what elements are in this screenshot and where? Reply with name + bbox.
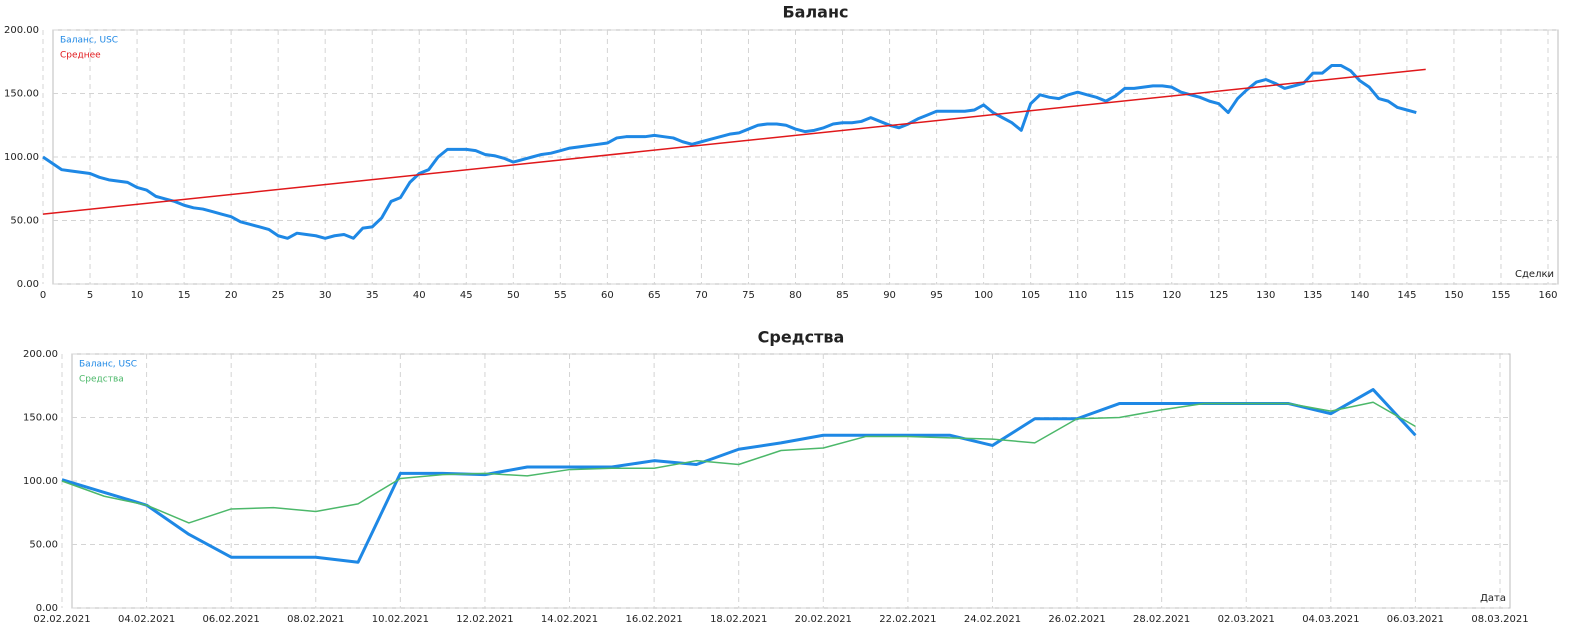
- x-tick-label: 20.02.2021: [795, 614, 852, 625]
- x-tick-label: 26.02.2021: [1048, 614, 1105, 625]
- y-tick-label: 200.00: [23, 349, 58, 360]
- x-tick-label: 45: [460, 290, 473, 301]
- x-tick-label: 04.02.2021: [118, 614, 175, 625]
- x-tick-label: 145: [1397, 290, 1416, 301]
- x-tick-label: 02.02.2021: [33, 614, 90, 625]
- y-tick-label: 50.00: [10, 216, 39, 227]
- x-tick-label: 14.02.2021: [541, 614, 598, 625]
- x-tick-label: 90: [883, 290, 896, 301]
- x-tick-label: 0: [40, 290, 46, 301]
- x-tick-label: 80: [789, 290, 802, 301]
- x-tick-label: 08.02.2021: [287, 614, 344, 625]
- x-tick-label: 50: [507, 290, 520, 301]
- x-tick-label: 155: [1491, 290, 1510, 301]
- plot-frame: [71, 353, 1511, 609]
- x-tick-label: 12.02.2021: [456, 614, 513, 625]
- series-line: [42, 68, 1426, 215]
- x-tick-label: 06.02.2021: [203, 614, 260, 625]
- y-tick-label: 100.00: [23, 476, 58, 487]
- x-tick-label: 25: [272, 290, 285, 301]
- y-tick-label: 0.00: [36, 603, 58, 614]
- x-tick-label: 04.03.2021: [1302, 614, 1359, 625]
- x-tick-label: 55: [554, 290, 567, 301]
- x-tick-label: 125: [1209, 290, 1228, 301]
- series-line: [61, 401, 1416, 524]
- y-tick-label: 150.00: [23, 413, 58, 424]
- x-tick-label: 150: [1444, 290, 1463, 301]
- x-tick-label: 22.02.2021: [879, 614, 936, 625]
- x-axis-label: Сделки: [1515, 269, 1554, 280]
- x-tick-label: 115: [1115, 290, 1134, 301]
- chart-title: Средства: [758, 328, 845, 347]
- x-tick-label: 08.03.2021: [1471, 614, 1528, 625]
- x-tick-label: 35: [366, 290, 379, 301]
- x-tick-label: 140: [1350, 290, 1369, 301]
- x-tick-label: 16.02.2021: [625, 614, 682, 625]
- y-tick-label: 150.00: [4, 89, 39, 100]
- legend-entry: Баланс, USC: [60, 36, 118, 46]
- x-tick-label: 5: [87, 290, 93, 301]
- x-tick-label: 75: [742, 290, 755, 301]
- x-tick-label: 105: [1021, 290, 1040, 301]
- x-tick-label: 18.02.2021: [710, 614, 767, 625]
- x-tick-label: 135: [1303, 290, 1322, 301]
- x-tick-label: 28.02.2021: [1133, 614, 1190, 625]
- y-tick-label: 50.00: [29, 540, 58, 551]
- x-tick-label: 160: [1538, 290, 1557, 301]
- x-axis-label: Дата: [1480, 593, 1506, 604]
- legend-entry: Среднее: [60, 51, 101, 61]
- x-tick-label: 40: [413, 290, 426, 301]
- x-tick-label: 15: [178, 290, 191, 301]
- x-tick-label: 65: [648, 290, 661, 301]
- x-tick-label: 70: [695, 290, 708, 301]
- x-tick-label: 06.03.2021: [1387, 614, 1444, 625]
- legend-entry: Средства: [79, 375, 124, 385]
- x-tick-label: 110: [1068, 290, 1087, 301]
- x-tick-label: 24.02.2021: [964, 614, 1021, 625]
- x-tick-label: 95: [930, 290, 943, 301]
- x-tick-label: 120: [1162, 290, 1181, 301]
- x-tick-label: 85: [836, 290, 849, 301]
- legend-entry: Баланс, USC: [79, 360, 137, 370]
- x-tick-label: 30: [319, 290, 332, 301]
- x-tick-label: 10: [131, 290, 144, 301]
- chart-title: Баланс: [782, 3, 848, 22]
- y-tick-label: 100.00: [4, 152, 39, 163]
- x-tick-label: 20: [225, 290, 238, 301]
- y-tick-label: 0.00: [17, 279, 39, 290]
- y-tick-label: 200.00: [4, 25, 39, 36]
- x-tick-label: 10.02.2021: [372, 614, 429, 625]
- x-tick-label: 60: [601, 290, 614, 301]
- x-tick-label: 02.03.2021: [1218, 614, 1275, 625]
- x-tick-label: 100: [974, 290, 993, 301]
- x-tick-label: 130: [1256, 290, 1275, 301]
- series-line: [61, 388, 1417, 564]
